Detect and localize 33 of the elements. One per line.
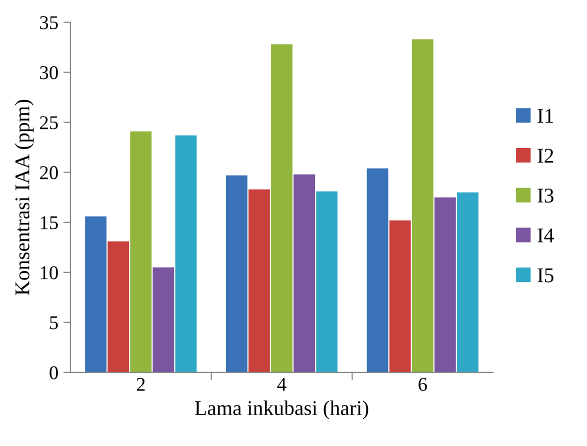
- bar: [248, 189, 270, 372]
- y-tick-label: 0: [50, 366, 58, 380]
- y-tick-label: 25: [40, 116, 58, 130]
- x-tick-label: 2: [136, 378, 145, 391]
- bar: [271, 44, 292, 372]
- bar: [316, 191, 338, 372]
- y-tick-label: 35: [40, 16, 58, 30]
- x-tick-label: 4: [277, 378, 286, 391]
- legend-label: I4: [538, 228, 554, 242]
- legend-label: I5: [538, 268, 554, 282]
- legend-label: I3: [538, 188, 554, 203]
- bar: [108, 241, 130, 372]
- bar: [412, 39, 434, 372]
- x-axis-title: Lama inkubasi (hari): [195, 400, 368, 420]
- legend-label: I1: [538, 108, 553, 123]
- bar: [226, 175, 248, 372]
- bar: [130, 131, 152, 372]
- y-tick-label: 20: [40, 166, 58, 180]
- bar: [366, 168, 388, 372]
- legend-label: I2: [538, 148, 554, 163]
- y-tick-label: 15: [40, 216, 58, 230]
- x-tick-label: 6: [418, 378, 427, 391]
- bar: [434, 197, 456, 372]
- bar: [85, 216, 107, 372]
- bar: [152, 267, 174, 372]
- y-tick-label: 5: [50, 316, 58, 330]
- y-tick-label: 30: [40, 66, 58, 80]
- y-tick-label: 10: [40, 266, 58, 280]
- bar: [457, 192, 478, 372]
- y-axis-title: Konsentrasi IAA (ppm): [14, 100, 34, 296]
- bar: [294, 174, 316, 372]
- bar: [175, 135, 197, 372]
- bar: [389, 220, 411, 372]
